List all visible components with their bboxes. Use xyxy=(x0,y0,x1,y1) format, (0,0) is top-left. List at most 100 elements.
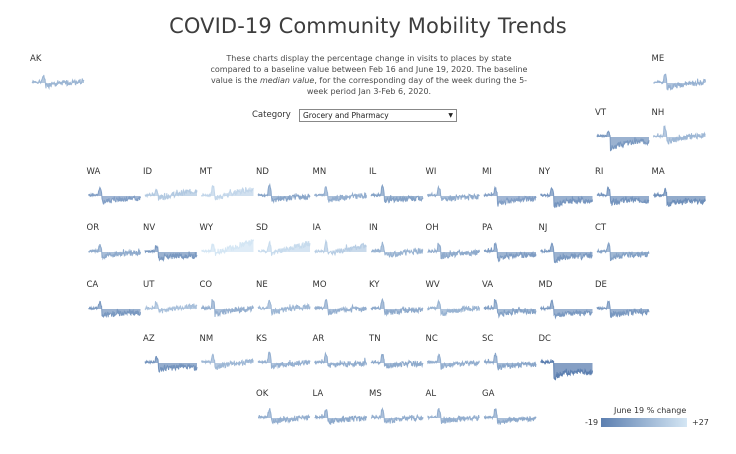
state-tile-ri[interactable]: RI xyxy=(595,167,650,207)
state-label: KS xyxy=(256,334,267,344)
state-tile-in[interactable]: IN xyxy=(369,223,424,258)
state-label: MA xyxy=(652,167,665,177)
sparkline-line xyxy=(314,351,367,368)
state-tile-dc[interactable]: DC xyxy=(539,334,593,381)
state-tile-ct[interactable]: CT xyxy=(595,223,650,262)
state-tile-md[interactable]: MD xyxy=(539,280,593,320)
state-tile-ga[interactable]: GA xyxy=(482,389,537,426)
sparkline-line xyxy=(201,184,254,201)
state-tile-pa[interactable]: PA xyxy=(482,223,537,263)
sparkline-line xyxy=(257,240,311,257)
state-label: ND xyxy=(256,167,269,177)
state-tile-id[interactable]: ID xyxy=(143,167,198,201)
state-tile-vt[interactable]: VT xyxy=(595,108,650,152)
state-tile-ca[interactable]: CA xyxy=(87,280,141,319)
state-tile-nm[interactable]: NM xyxy=(200,334,254,370)
state-tile-ar[interactable]: AR xyxy=(313,334,367,368)
state-tile-ny[interactable]: NY xyxy=(539,167,593,209)
state-tile-ok[interactable]: OK xyxy=(256,389,311,426)
state-label: WY xyxy=(200,223,214,233)
sparkline-line xyxy=(540,358,593,381)
state-label: MS xyxy=(369,389,382,399)
sparkline-line xyxy=(427,184,480,203)
state-tile-me[interactable]: ME xyxy=(652,54,706,92)
state-tile-ky[interactable]: KY xyxy=(369,280,424,317)
state-tile-nv[interactable]: NV xyxy=(143,223,198,262)
state-tile-ut[interactable]: UT xyxy=(143,280,198,314)
sparkline-line xyxy=(257,351,311,370)
state-tile-la[interactable]: LA xyxy=(313,389,367,425)
state-tile-wi[interactable]: WI xyxy=(426,167,480,203)
state-tile-il[interactable]: IL xyxy=(369,167,424,204)
state-tile-nj[interactable]: NJ xyxy=(539,223,593,264)
state-tile-nc[interactable]: NC xyxy=(426,334,480,370)
sparkline-line xyxy=(653,187,706,208)
state-tile-ne[interactable]: NE xyxy=(256,280,311,316)
state-label: SC xyxy=(482,334,493,344)
state-label: OH xyxy=(426,223,439,233)
sparkline-area xyxy=(258,408,310,424)
state-tile-de[interactable]: DE xyxy=(595,280,650,319)
sparkline-line xyxy=(596,186,650,207)
state-label: DC xyxy=(539,334,552,344)
state-tile-tn[interactable]: TN xyxy=(368,334,424,370)
state-tile-nh[interactable]: NH xyxy=(652,108,706,145)
state-tile-ks[interactable]: KS xyxy=(256,334,311,370)
state-tile-nd[interactable]: ND xyxy=(256,167,311,204)
sparkline-area xyxy=(484,187,536,207)
sparkline-area xyxy=(88,301,141,318)
state-label: NC xyxy=(426,334,438,344)
state-label: VT xyxy=(595,108,607,118)
sparkline-area xyxy=(88,187,141,204)
state-tile-sc[interactable]: SC xyxy=(482,334,537,371)
sparkline-line xyxy=(144,301,198,314)
state-tile-az[interactable]: AZ xyxy=(143,334,198,373)
state-tile-oh[interactable]: OH xyxy=(426,223,480,260)
state-label: CA xyxy=(87,280,99,290)
state-label: VA xyxy=(482,280,493,290)
sparkline-line xyxy=(653,124,706,145)
state-tile-mi[interactable]: MI xyxy=(482,167,537,207)
sparkline-line xyxy=(144,245,198,262)
state-tile-sd[interactable]: SD xyxy=(256,223,311,257)
sparkline-line xyxy=(144,355,198,373)
sparkline-area xyxy=(371,408,423,424)
category-select[interactable]: Grocery and Pharmacy ▼ xyxy=(299,109,457,122)
sparkline-line xyxy=(483,241,537,263)
state-tile-ak[interactable]: AK xyxy=(30,54,85,91)
sparkline-line xyxy=(653,73,706,92)
state-label: WV xyxy=(426,280,440,290)
sparkline-line xyxy=(596,300,650,319)
chart-subtitle: These charts display the percentage chan… xyxy=(206,53,532,97)
sparkline-area xyxy=(597,301,649,318)
sparkline-area xyxy=(201,299,254,317)
state-tile-mo[interactable]: MO xyxy=(313,280,367,316)
sparkline-area xyxy=(371,185,423,203)
state-label: MT xyxy=(200,167,213,177)
sparkline-area xyxy=(653,125,706,144)
state-tile-wy[interactable]: WY xyxy=(200,223,254,256)
state-tile-ia[interactable]: IA xyxy=(313,223,367,257)
state-label: WI xyxy=(426,167,437,177)
sparkline-area xyxy=(540,300,593,318)
sparkline-area xyxy=(484,299,536,317)
sparkline-line xyxy=(314,298,367,316)
sparkline-line xyxy=(201,298,254,318)
state-tile-co[interactable]: CO xyxy=(200,280,254,318)
sparkline-area xyxy=(201,185,254,201)
state-tile-mt[interactable]: MT xyxy=(200,167,254,201)
state-label: NV xyxy=(143,223,155,233)
state-tile-wv[interactable]: WV xyxy=(426,280,480,317)
sparkline-area xyxy=(314,299,367,315)
state-tile-al[interactable]: AL xyxy=(426,389,480,424)
sparkline-area xyxy=(427,408,480,424)
state-tile-va[interactable]: VA xyxy=(482,280,537,319)
state-label: NH xyxy=(652,108,665,118)
legend-max-label: +27 xyxy=(692,418,709,427)
state-tile-ms[interactable]: MS xyxy=(369,389,424,424)
state-tile-ma[interactable]: MA xyxy=(652,167,706,208)
state-tile-mn[interactable]: MN xyxy=(313,167,367,203)
state-tile-or[interactable]: OR xyxy=(87,223,141,261)
state-tile-wa[interactable]: WA xyxy=(87,167,141,205)
